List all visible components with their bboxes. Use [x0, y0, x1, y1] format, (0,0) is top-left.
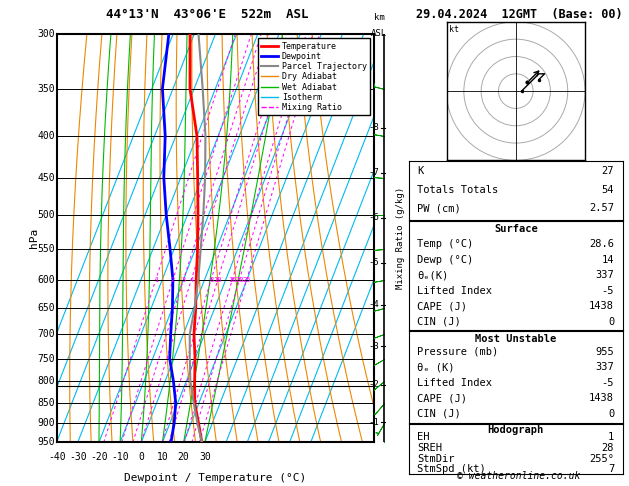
Text: Dewpoint / Temperature (°C): Dewpoint / Temperature (°C) [125, 473, 306, 483]
Text: 550: 550 [37, 243, 55, 254]
Text: 20: 20 [235, 277, 243, 282]
Text: Most Unstable: Most Unstable [475, 334, 557, 344]
Text: -6: -6 [368, 213, 379, 222]
Text: 450: 450 [37, 173, 55, 183]
Text: 2: 2 [171, 277, 175, 282]
Text: 1: 1 [608, 433, 614, 442]
Text: 255°: 255° [589, 453, 614, 464]
Text: hPa: hPa [30, 228, 40, 248]
Text: 350: 350 [37, 84, 55, 94]
Text: Mixing Ratio (g/kg): Mixing Ratio (g/kg) [396, 187, 406, 289]
Text: Hodograph: Hodograph [487, 425, 544, 435]
Text: CIN (J): CIN (J) [418, 409, 461, 419]
Text: 20: 20 [178, 452, 189, 463]
Text: 14: 14 [602, 255, 614, 264]
Text: 3: 3 [181, 277, 186, 282]
Text: 8: 8 [209, 277, 213, 282]
Text: -30: -30 [69, 452, 87, 463]
Text: SREH: SREH [418, 443, 442, 453]
Text: Dewp (°C): Dewp (°C) [418, 255, 474, 264]
Text: 1438: 1438 [589, 393, 614, 403]
Text: -5: -5 [368, 258, 379, 267]
Text: 300: 300 [37, 29, 55, 39]
Text: -1: -1 [368, 418, 379, 427]
Text: -8: -8 [368, 123, 379, 132]
Text: 0: 0 [608, 316, 614, 327]
Text: θₑ (K): θₑ (K) [418, 362, 455, 372]
Text: -5: -5 [602, 286, 614, 295]
Legend: Temperature, Dewpoint, Parcel Trajectory, Dry Adiabat, Wet Adiabat, Isotherm, Mi: Temperature, Dewpoint, Parcel Trajectory… [258, 38, 370, 115]
Text: -5: -5 [602, 378, 614, 388]
Text: 0: 0 [608, 409, 614, 419]
Text: 1438: 1438 [589, 301, 614, 311]
Text: 4: 4 [189, 277, 194, 282]
Text: CAPE (J): CAPE (J) [418, 301, 467, 311]
Text: StmSpd (kt): StmSpd (kt) [418, 464, 486, 474]
Text: StmDir: StmDir [418, 453, 455, 464]
Text: 10: 10 [214, 277, 222, 282]
Text: Totals Totals: Totals Totals [418, 185, 499, 194]
Text: 0: 0 [138, 452, 144, 463]
Text: -7: -7 [368, 168, 379, 177]
Text: 700: 700 [37, 329, 55, 339]
Text: 850: 850 [37, 398, 55, 408]
Text: 2.57: 2.57 [589, 203, 614, 213]
Text: CAPE (J): CAPE (J) [418, 393, 467, 403]
Text: -20: -20 [90, 452, 108, 463]
Text: 955: 955 [596, 347, 614, 357]
Text: PW (cm): PW (cm) [418, 203, 461, 213]
Text: K: K [418, 166, 424, 176]
Text: kt: kt [449, 25, 459, 34]
Text: -3: -3 [368, 342, 379, 350]
Text: EH: EH [418, 433, 430, 442]
Text: 7: 7 [608, 464, 614, 474]
Text: 650: 650 [37, 303, 55, 313]
Text: θₑ(K): θₑ(K) [418, 270, 448, 280]
Text: 28: 28 [602, 443, 614, 453]
Text: 800: 800 [37, 376, 55, 386]
Text: Surface: Surface [494, 225, 538, 234]
Text: 600: 600 [37, 275, 55, 284]
Text: 750: 750 [37, 353, 55, 364]
Text: CIN (J): CIN (J) [418, 316, 461, 327]
Text: -4: -4 [368, 300, 379, 309]
Text: Lifted Index: Lifted Index [418, 286, 493, 295]
Text: -40: -40 [48, 452, 65, 463]
Text: ASL: ASL [371, 29, 387, 38]
Text: 29.04.2024  12GMT  (Base: 00): 29.04.2024 12GMT (Base: 00) [416, 8, 622, 21]
Text: 28.6: 28.6 [589, 239, 614, 249]
Text: 10: 10 [157, 452, 169, 463]
Text: 500: 500 [37, 210, 55, 220]
Text: -2: -2 [368, 381, 379, 389]
Text: 44°13'N  43°06'E  522m  ASL: 44°13'N 43°06'E 522m ASL [106, 8, 309, 21]
Text: 950: 950 [37, 437, 55, 447]
Text: -10: -10 [111, 452, 129, 463]
Text: © weatheronline.co.uk: © weatheronline.co.uk [457, 471, 581, 481]
Text: Lifted Index: Lifted Index [418, 378, 493, 388]
Text: Pressure (mb): Pressure (mb) [418, 347, 499, 357]
Text: 400: 400 [37, 131, 55, 141]
Text: 30: 30 [199, 452, 211, 463]
Text: 337: 337 [596, 362, 614, 372]
Text: 337: 337 [596, 270, 614, 280]
Text: 1: 1 [153, 277, 158, 282]
Text: 25: 25 [242, 277, 251, 282]
Text: km: km [374, 13, 384, 22]
Text: 27: 27 [602, 166, 614, 176]
Text: 54: 54 [602, 185, 614, 194]
Text: Temp (°C): Temp (°C) [418, 239, 474, 249]
Text: 900: 900 [37, 418, 55, 428]
Text: 16: 16 [228, 277, 237, 282]
